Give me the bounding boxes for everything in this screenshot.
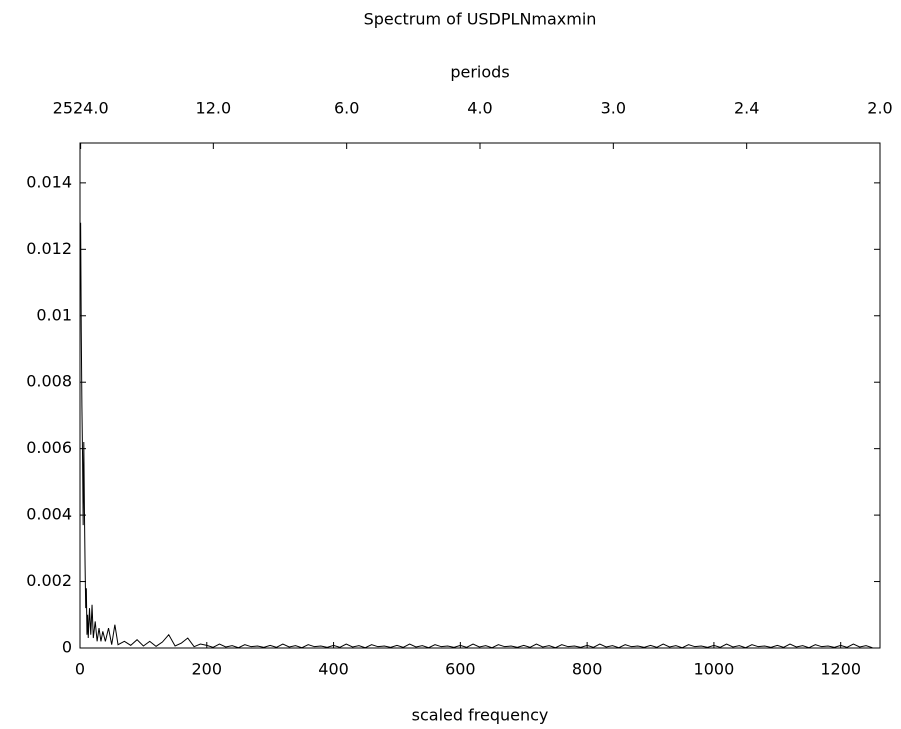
chart-title: Spectrum of USDPLNmaxmin	[364, 10, 597, 29]
y-tick-label: 0.008	[26, 372, 72, 391]
x-tick-label: 1000	[694, 660, 735, 679]
y-tick-label: 0.006	[26, 438, 72, 457]
x2-axis-label: periods	[450, 63, 509, 82]
x2-tick-label: 2524.0	[53, 99, 109, 118]
x-tick-label: 1200	[820, 660, 861, 679]
x2-tick-label: 2.0	[867, 99, 892, 118]
x2-tick-label: 12.0	[196, 99, 232, 118]
x-tick-label: 800	[572, 660, 603, 679]
y-tick-label: 0.002	[26, 571, 72, 590]
x-tick-label: 600	[445, 660, 476, 679]
x2-tick-label: 4.0	[467, 99, 492, 118]
x-axis-label: scaled frequency	[412, 706, 549, 725]
x-tick-label: 200	[192, 660, 223, 679]
y-tick-label: 0.01	[36, 305, 72, 324]
y-tick-label: 0	[62, 638, 72, 657]
y-tick-label: 0.014	[26, 172, 72, 191]
plot-frame	[79, 142, 881, 649]
x2-tick-label: 2.4	[734, 99, 759, 118]
x-tick-label: 400	[318, 660, 349, 679]
x-tick-label: 0	[75, 660, 85, 679]
y-tick-label: 0.012	[26, 239, 72, 258]
spectrum-line	[80, 222, 873, 649]
y-tick-label: 0.004	[26, 505, 72, 524]
x2-tick-label: 3.0	[601, 99, 626, 118]
x2-tick-label: 6.0	[334, 99, 359, 118]
